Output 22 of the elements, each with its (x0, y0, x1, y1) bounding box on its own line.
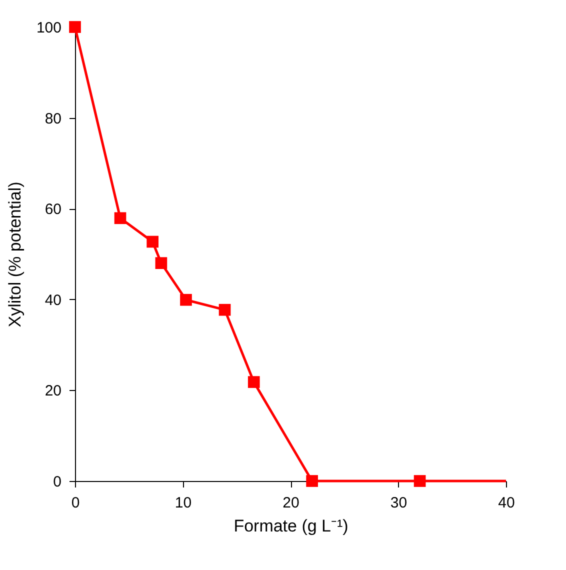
point (248, 376, 260, 388)
point (69, 21, 81, 33)
x-axis-title: Formate (g L⁻¹) (234, 516, 348, 536)
point (414, 475, 426, 487)
point (218, 304, 231, 316)
point (155, 257, 168, 269)
y-tick-label: 0 (53, 474, 62, 490)
point (180, 294, 192, 306)
y-tick-label: 20 (44, 382, 62, 400)
y-tick-label: 40 (44, 292, 62, 309)
x-tick-label: 0 (71, 494, 80, 512)
y-tick-label: 80 (44, 110, 62, 128)
x-tick-label: 20 (282, 494, 300, 512)
point (306, 475, 318, 487)
y-axis-title: Xylitol (% potential) (5, 182, 24, 328)
y-tick-label: 100 (36, 20, 62, 36)
x-tick-label: 10 (174, 494, 192, 512)
x-tick-label: 30 (390, 494, 408, 512)
point (146, 236, 158, 248)
y-tick-label: 60 (44, 201, 62, 218)
point (114, 212, 126, 224)
x-tick-label: 40 (498, 494, 515, 512)
